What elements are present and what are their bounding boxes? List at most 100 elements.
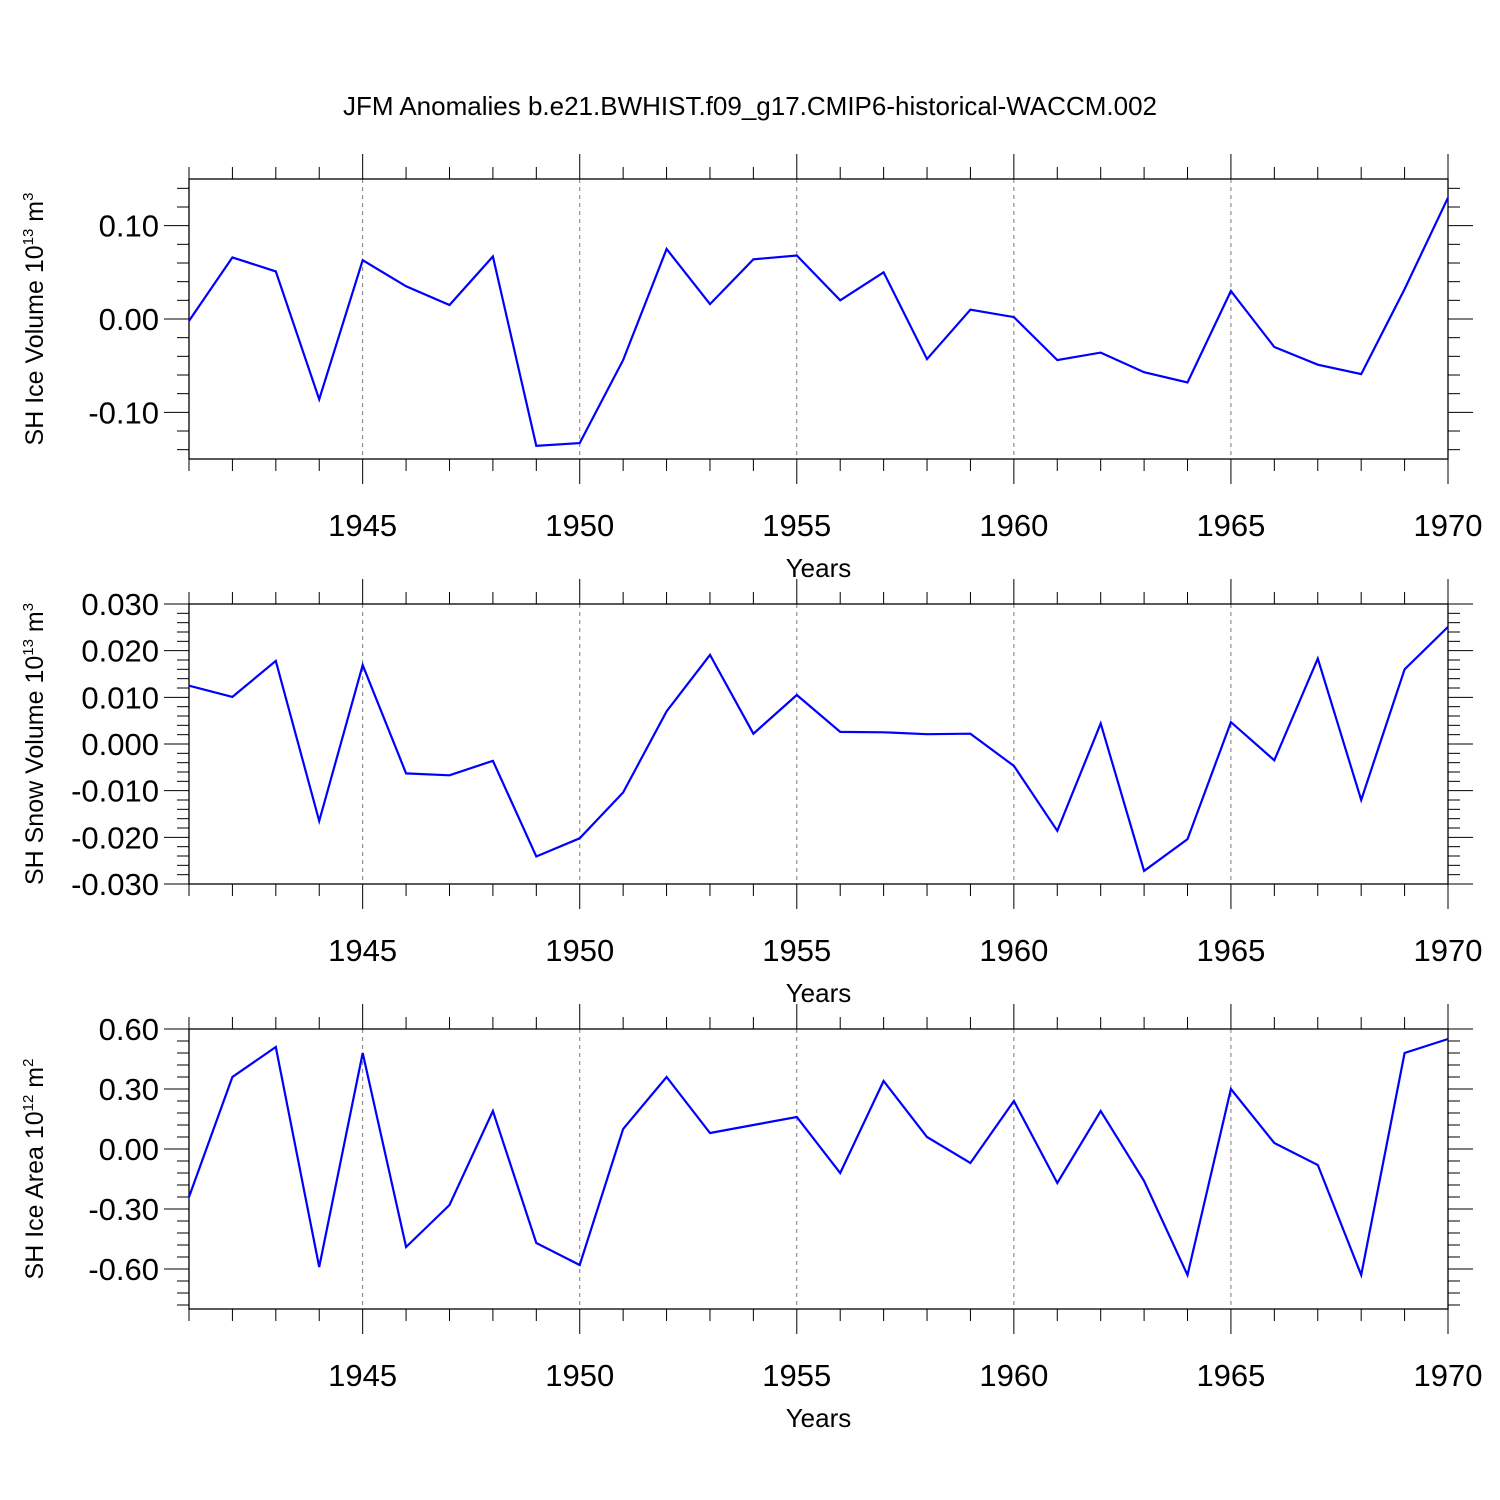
data-point [751, 732, 755, 736]
data-point [534, 444, 538, 448]
data-point [708, 302, 712, 306]
data-point [838, 298, 842, 302]
data-point [447, 303, 451, 307]
data-point [1316, 657, 1320, 661]
data-point [1055, 829, 1059, 833]
data-point [1142, 370, 1146, 374]
x-tick-label: 1960 [979, 1358, 1048, 1393]
y-tick-label: 0.10 [99, 209, 159, 244]
data-point [491, 759, 495, 763]
data-point [317, 397, 321, 401]
data-point [1229, 1087, 1233, 1091]
x-axis-label: Years [786, 553, 852, 583]
data-point [1142, 1179, 1146, 1183]
data-point [795, 254, 799, 258]
data-point [534, 854, 538, 858]
y-tick-label: -0.10 [88, 395, 159, 430]
data-point [968, 308, 972, 312]
y-tick-label: 0.010 [81, 680, 159, 715]
data-point [317, 819, 321, 823]
data-point [1403, 1051, 1407, 1055]
y-axis-label-main: SH Ice Area 10 [21, 1111, 49, 1279]
data-point [1359, 372, 1363, 376]
series-line [187, 1037, 1449, 1279]
data-point [361, 1051, 365, 1055]
x-tick-label: 1945 [328, 933, 397, 968]
y-tick-label: 0.00 [99, 1132, 159, 1167]
y-tick-label: 0.00 [99, 302, 159, 337]
x-tick-label: 1970 [1414, 933, 1483, 968]
data-point [621, 358, 625, 362]
y-tick-label: 0.60 [99, 1012, 159, 1047]
data-point [838, 1171, 842, 1175]
data-point [1229, 720, 1233, 724]
data-point [751, 1123, 755, 1127]
x-tick-label: 1950 [545, 508, 614, 543]
data-point [665, 709, 669, 713]
x-tick-label: 1965 [1196, 933, 1265, 968]
data-point [1446, 1037, 1450, 1041]
y-axis-label-unit-exponent: 2 [20, 1059, 37, 1067]
data-point [1359, 1273, 1363, 1277]
series-line [188, 197, 1449, 448]
y-axis-label-unit: m [21, 201, 49, 229]
data-point [1316, 1163, 1320, 1167]
data-point [882, 270, 886, 274]
data-point [708, 653, 712, 657]
data-point [1055, 1181, 1059, 1185]
data-point [1446, 625, 1450, 629]
x-tick-label: 1945 [328, 508, 397, 543]
y-tick-label: 0.000 [81, 727, 159, 762]
data-point [404, 771, 408, 775]
data-point [187, 684, 191, 688]
data-point [274, 659, 278, 663]
data-point [578, 441, 582, 445]
y-axis-label-unit: m [21, 611, 49, 639]
y-axis-label-exponent: 13 [20, 229, 37, 246]
x-tick-label: 1960 [979, 508, 1048, 543]
y-axis-label-unit-exponent: 3 [20, 193, 37, 201]
data-point [1316, 363, 1320, 367]
data-point [795, 693, 799, 697]
y-tick-label: 0.020 [81, 634, 159, 669]
data-point [968, 732, 972, 736]
data-point [1099, 721, 1103, 725]
plot-frame [188, 603, 1449, 885]
data-point [1012, 1099, 1016, 1103]
data-point [361, 663, 365, 667]
data-point [404, 284, 408, 288]
data-point [274, 1045, 278, 1049]
data-point [578, 1263, 582, 1267]
x-tick-label: 1970 [1414, 1358, 1483, 1393]
series-line [188, 626, 1449, 873]
y-tick-label: -0.030 [71, 867, 159, 902]
data-point [187, 319, 191, 323]
data-point [274, 269, 278, 273]
y-axis-label: SH Snow Volume 1013 m3 [20, 603, 49, 885]
x-tick-label: 1955 [762, 508, 831, 543]
x-tick-label: 1960 [979, 933, 1048, 968]
data-point [230, 1075, 234, 1079]
x-tick-label: 1965 [1196, 508, 1265, 543]
data-point [230, 255, 234, 259]
data-point [1186, 380, 1190, 384]
data-point [621, 1127, 625, 1131]
data-point [1272, 758, 1276, 762]
data-point [404, 1245, 408, 1249]
data-point [751, 257, 755, 261]
y-axis-label-main: SH Snow Volume 10 [21, 656, 49, 885]
y-axis-label: SH Ice Area 1012 m2 [20, 1059, 49, 1280]
y-tick-label: -0.30 [88, 1192, 159, 1227]
data-point [708, 1131, 712, 1135]
data-point [1403, 667, 1407, 671]
data-point [578, 836, 582, 840]
panels-container: -0.10 0.00 0.10 1945 1950 1955 1960 1965 1970 Yea… [20, 154, 1482, 1433]
y-tick-label: -0.60 [88, 1252, 159, 1287]
data-point [1272, 1141, 1276, 1145]
data-point [317, 1265, 321, 1269]
chart-panel-2: -0.030 -0.020 -0.010 0.000 0.010 0.020 0.030 19… [20, 579, 1482, 1008]
data-point [230, 695, 234, 699]
x-tick-label: 1945 [328, 1358, 397, 1393]
x-axis-label: Years [786, 1403, 852, 1433]
